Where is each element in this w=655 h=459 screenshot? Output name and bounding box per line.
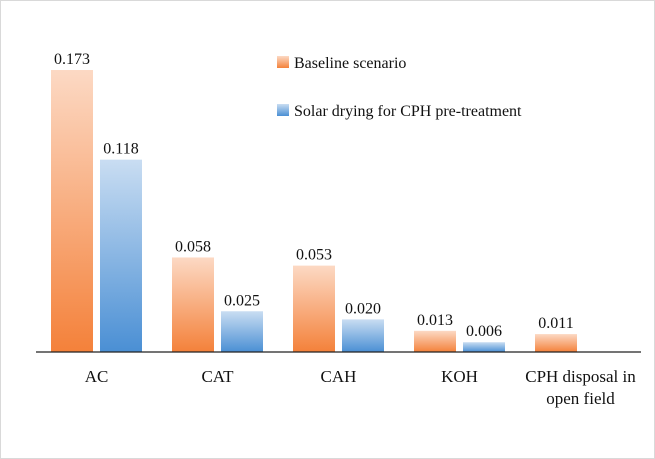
data-label: 0.006	[466, 323, 502, 340]
x-tick-label: KOH	[441, 367, 478, 386]
legend-swatch	[277, 104, 289, 116]
data-label: 0.173	[54, 51, 90, 68]
legend-label: Solar drying for CPH pre-treatment	[294, 103, 522, 120]
bar	[100, 159, 142, 352]
bar	[172, 257, 214, 352]
legend-label: Baseline scenario	[294, 55, 406, 72]
x-tick-label-box: CAT	[201, 367, 234, 386]
bar	[293, 265, 335, 352]
data-label: 0.020	[345, 300, 381, 317]
data-label: 0.011	[538, 315, 573, 332]
x-tick-label: CAH	[320, 367, 357, 386]
bar	[463, 342, 505, 352]
bar	[414, 330, 456, 352]
data-label: 0.058	[175, 238, 211, 255]
x-tick-label-box: CAH	[320, 367, 357, 386]
data-label: 0.118	[103, 141, 138, 158]
bar	[535, 334, 577, 352]
data-label: 0.013	[417, 312, 453, 329]
x-tick-label: AC	[84, 367, 109, 386]
legend-swatch	[277, 56, 289, 68]
bar	[51, 70, 93, 352]
x-tick-label: CAT	[201, 367, 234, 386]
data-label: 0.025	[224, 292, 260, 309]
data-label: 0.053	[296, 247, 332, 264]
x-tick-label-box: CPH disposal in open field	[525, 367, 636, 408]
x-tick-label: CPH disposal in open field	[525, 367, 636, 408]
bar	[221, 311, 263, 352]
x-tick-label-box: KOH	[441, 367, 478, 386]
x-tick-label-box: AC	[84, 367, 109, 386]
bar	[342, 319, 384, 352]
